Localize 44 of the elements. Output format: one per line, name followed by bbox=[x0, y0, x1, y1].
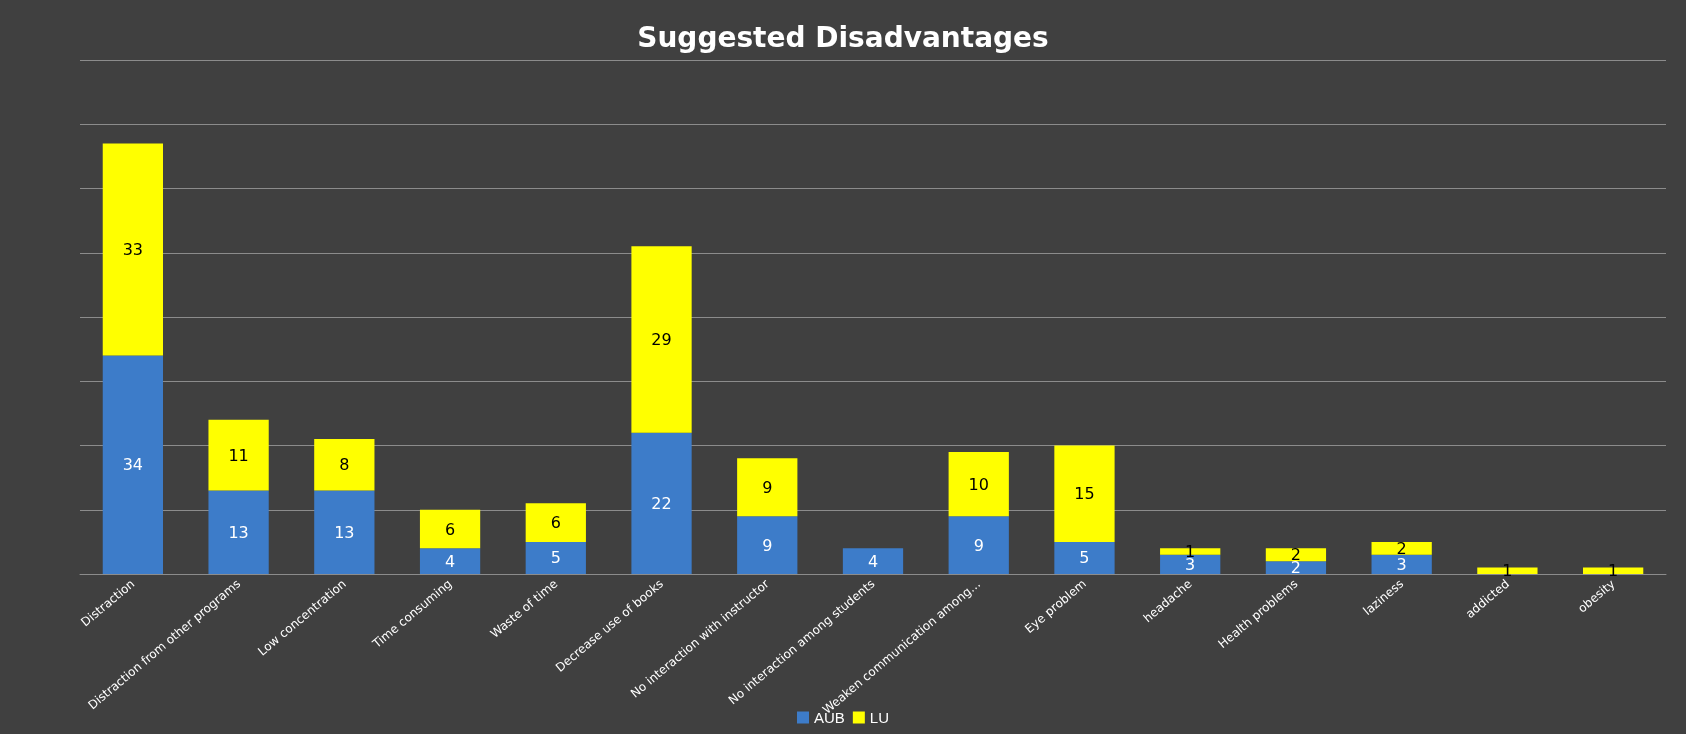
data-label: 4 bbox=[867, 551, 879, 571]
data-label: 13 bbox=[228, 522, 249, 542]
bar bbox=[525, 503, 586, 542]
bar bbox=[948, 451, 1009, 517]
bar bbox=[102, 355, 163, 574]
bar bbox=[631, 246, 692, 433]
data-label: 11 bbox=[228, 445, 249, 465]
bar bbox=[208, 419, 269, 491]
data-label: 22 bbox=[651, 493, 672, 513]
data-label: 4 bbox=[444, 551, 456, 571]
data-label: 13 bbox=[334, 522, 355, 542]
bar bbox=[948, 516, 1009, 574]
data-label: 15 bbox=[1074, 484, 1095, 504]
bar bbox=[208, 490, 269, 574]
bar bbox=[1265, 561, 1327, 574]
data-label: 8 bbox=[339, 455, 350, 475]
bar bbox=[314, 439, 375, 491]
bar bbox=[314, 490, 375, 574]
data-label: 6 bbox=[444, 519, 456, 539]
data-label: 5 bbox=[550, 548, 561, 568]
bar bbox=[419, 509, 481, 549]
bar bbox=[631, 432, 692, 574]
bar bbox=[737, 458, 798, 517]
bar bbox=[1265, 548, 1327, 562]
legend-label: LU bbox=[869, 709, 890, 726]
data-label: 34 bbox=[122, 455, 144, 475]
bar bbox=[1371, 541, 1432, 555]
chart-title: Suggested Disadvantages bbox=[637, 20, 1049, 54]
bar bbox=[525, 541, 586, 574]
bar bbox=[1054, 541, 1115, 574]
data-label: 9 bbox=[762, 477, 773, 497]
bar bbox=[419, 548, 481, 574]
data-label: 9 bbox=[973, 535, 984, 555]
bar bbox=[1371, 554, 1432, 574]
data-label: 33 bbox=[122, 240, 144, 260]
data-label: 6 bbox=[550, 513, 561, 533]
bar bbox=[842, 548, 904, 574]
data-label: 10 bbox=[968, 474, 989, 494]
data-label: 5 bbox=[1079, 548, 1090, 568]
data-label: 29 bbox=[651, 329, 672, 349]
bar bbox=[1054, 445, 1115, 542]
data-label: 9 bbox=[762, 535, 773, 555]
bar bbox=[737, 516, 798, 574]
bar bbox=[102, 143, 163, 356]
